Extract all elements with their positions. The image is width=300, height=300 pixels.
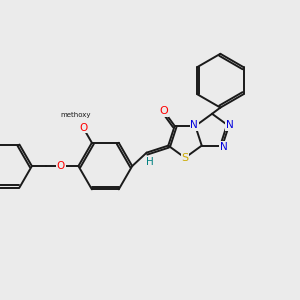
Text: O: O	[79, 122, 87, 133]
Text: N: N	[226, 120, 234, 130]
Text: O: O	[57, 161, 65, 171]
Text: S: S	[182, 153, 189, 163]
Text: N: N	[220, 142, 227, 152]
Text: H: H	[146, 158, 154, 167]
Text: methoxy: methoxy	[61, 112, 91, 118]
Text: O: O	[159, 106, 168, 116]
Text: N: N	[190, 120, 198, 130]
